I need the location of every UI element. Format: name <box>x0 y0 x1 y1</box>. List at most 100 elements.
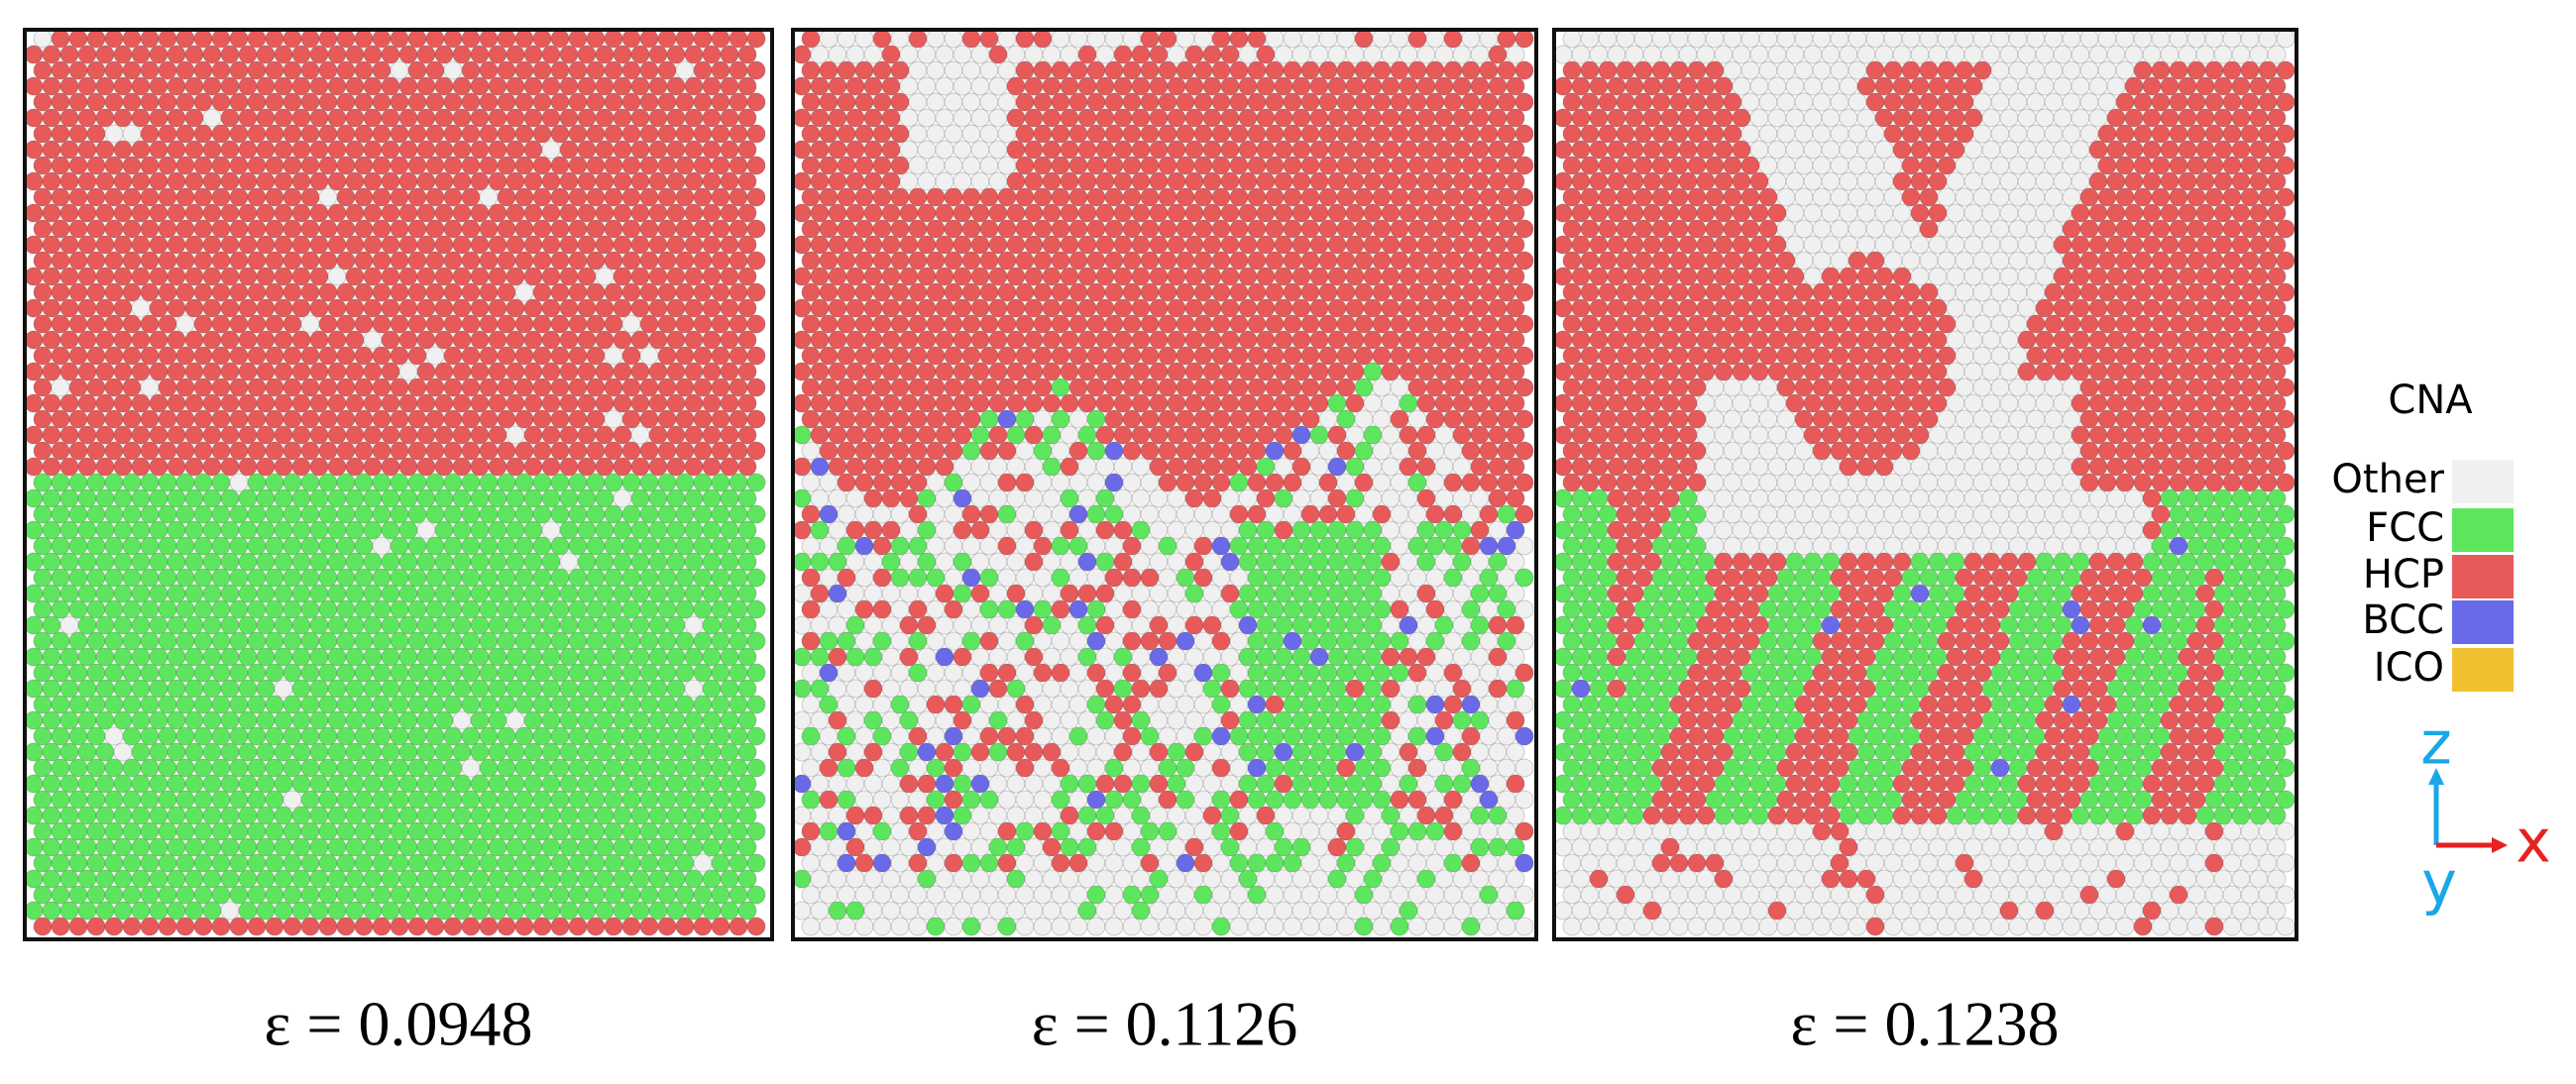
atom <box>577 76 597 96</box>
atom <box>1229 251 1249 271</box>
atom <box>961 346 981 366</box>
atom <box>1283 92 1302 112</box>
atom <box>131 742 151 762</box>
atom <box>1095 425 1115 445</box>
atom <box>282 156 302 175</box>
atom <box>452 203 472 223</box>
atom <box>1113 806 1133 825</box>
atom <box>407 536 427 556</box>
atom <box>1060 584 1079 603</box>
atom <box>1399 235 1418 255</box>
atom <box>1452 615 1472 635</box>
atom <box>568 536 588 556</box>
atom <box>175 92 195 112</box>
atom <box>1202 267 1222 286</box>
atom <box>819 29 839 49</box>
atom <box>1434 806 1454 825</box>
atom <box>443 885 463 905</box>
atom <box>122 695 142 714</box>
atom <box>693 663 713 683</box>
atom <box>1470 171 1490 191</box>
atom <box>390 536 409 556</box>
atom <box>488 869 507 889</box>
atom <box>1488 267 1508 286</box>
atom <box>532 219 552 239</box>
atom <box>1158 726 1177 746</box>
atom <box>318 29 338 49</box>
atom <box>175 504 195 524</box>
atom <box>917 520 937 540</box>
atom <box>354 187 374 207</box>
atom <box>1283 695 1302 714</box>
atom <box>1399 615 1418 635</box>
atom <box>425 758 445 778</box>
atom <box>1238 235 1258 255</box>
atom <box>1425 378 1445 397</box>
atom <box>2204 29 2224 49</box>
atom <box>1042 203 1062 223</box>
atom <box>917 488 937 508</box>
atom <box>1642 140 1662 160</box>
atom <box>728 568 748 588</box>
atom <box>872 156 892 175</box>
atom <box>1363 457 1383 477</box>
atom <box>1354 536 1374 556</box>
atom <box>1553 76 1573 96</box>
atom <box>675 251 695 271</box>
atom <box>854 409 874 429</box>
atom <box>452 552 472 572</box>
atom <box>1381 457 1400 477</box>
atom <box>872 695 892 714</box>
atom <box>1033 92 1053 112</box>
atom <box>1345 647 1365 667</box>
atom <box>2204 60 2224 80</box>
atom <box>1399 425 1418 445</box>
atom <box>193 156 213 175</box>
atom <box>184 615 204 635</box>
atom <box>1086 504 1106 524</box>
atom <box>630 774 650 794</box>
atom <box>220 108 240 128</box>
atom <box>1122 346 1142 366</box>
atom <box>300 917 320 936</box>
atom <box>95 552 115 572</box>
atom <box>1497 758 1516 778</box>
atom <box>1318 92 1338 112</box>
atom <box>247 631 267 651</box>
atom <box>443 473 463 492</box>
atom <box>1051 568 1070 588</box>
atom <box>95 869 115 889</box>
atom <box>577 235 597 255</box>
atom <box>854 758 874 778</box>
atom <box>979 378 999 397</box>
atom <box>988 171 1008 191</box>
atom <box>1416 869 1436 889</box>
atom <box>24 615 44 635</box>
atom <box>711 378 730 397</box>
atom <box>229 282 249 302</box>
atom <box>541 806 561 825</box>
atom <box>1488 298 1508 318</box>
atom <box>1461 60 1481 80</box>
atom <box>461 536 481 556</box>
atom <box>1910 140 1930 160</box>
atom <box>327 330 347 350</box>
atom <box>86 346 106 366</box>
atom <box>274 742 293 762</box>
atom <box>2044 29 2064 49</box>
atom <box>363 76 383 96</box>
atom <box>1274 647 1293 667</box>
atom <box>514 504 534 524</box>
atom <box>309 647 329 667</box>
atom <box>1318 473 1338 492</box>
atom <box>1095 584 1115 603</box>
atom <box>952 584 972 603</box>
atom <box>890 726 910 746</box>
atom <box>1327 108 1347 128</box>
atom <box>514 917 534 936</box>
atom <box>354 60 374 80</box>
atom <box>1461 156 1481 175</box>
atom <box>1434 203 1454 223</box>
atom <box>42 647 61 667</box>
atom <box>1443 282 1463 302</box>
